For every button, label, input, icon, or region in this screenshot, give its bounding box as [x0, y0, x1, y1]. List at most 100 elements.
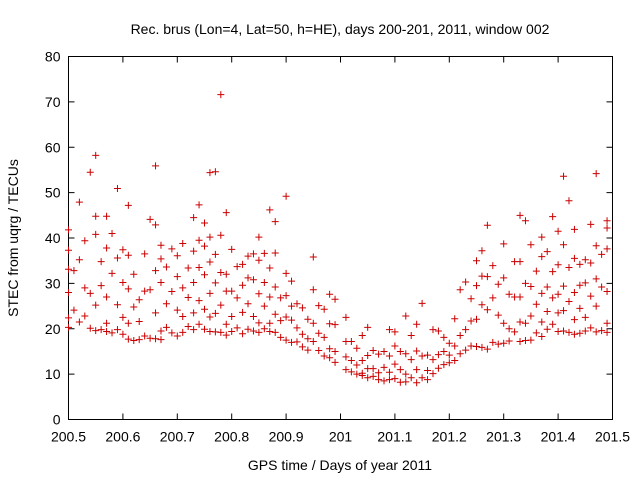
data-point [516, 293, 524, 301]
data-marks [65, 91, 611, 387]
data-point [532, 300, 540, 308]
data-point [244, 252, 252, 260]
data-point [326, 354, 334, 362]
data-point [173, 252, 181, 260]
data-point [483, 306, 491, 314]
data-point [418, 352, 426, 360]
data-point [429, 370, 437, 378]
data-point [92, 327, 100, 335]
data-point [201, 325, 208, 333]
data-point [342, 366, 350, 374]
data-point [103, 319, 111, 327]
data-point [581, 327, 589, 335]
x-axis-label: GPS time / Days of year 2011 [248, 457, 432, 473]
data-point [494, 280, 502, 288]
data-point [113, 301, 121, 309]
data-point [598, 283, 606, 291]
data-point [473, 257, 480, 265]
data-point [538, 233, 546, 241]
data-point [538, 253, 546, 261]
data-point [543, 248, 551, 256]
data-point [201, 305, 208, 313]
data-point [549, 320, 557, 328]
data-point [391, 342, 399, 350]
data-point [364, 374, 372, 382]
data-point [92, 230, 100, 238]
data-point [391, 360, 399, 368]
data-point [565, 263, 573, 271]
data-point [222, 331, 230, 339]
data-point [277, 294, 285, 302]
data-point [86, 168, 94, 176]
data-point [358, 332, 366, 340]
data-point [603, 319, 611, 327]
data-point [434, 327, 442, 335]
data-point [456, 332, 464, 340]
data-point [543, 308, 551, 316]
data-point [255, 319, 263, 327]
data-point [320, 333, 328, 341]
data-point [505, 337, 513, 345]
data-point [298, 330, 306, 338]
data-point [353, 361, 361, 369]
data-point [228, 245, 236, 253]
data-point [424, 376, 432, 384]
data-point [141, 332, 149, 340]
data-point [304, 335, 312, 343]
data-point [81, 237, 89, 245]
data-point [65, 314, 72, 322]
data-point [413, 379, 421, 387]
data-point [538, 332, 546, 340]
data-point [603, 288, 611, 296]
data-point [201, 271, 208, 279]
data-point [190, 326, 198, 334]
data-point [228, 312, 236, 320]
data-point [462, 278, 470, 286]
data-point [549, 294, 557, 302]
data-point [70, 306, 78, 314]
data-point [570, 225, 578, 233]
data-point [380, 377, 388, 385]
data-point [603, 217, 611, 225]
data-point [65, 246, 72, 254]
data-point [342, 313, 350, 321]
data-point [549, 268, 557, 276]
data-point [347, 357, 355, 365]
data-point [434, 364, 442, 372]
data-point [75, 256, 83, 264]
data-point [97, 326, 105, 334]
data-point [380, 363, 388, 371]
data-point [565, 328, 573, 336]
x-tick-label: 200.6 [105, 429, 140, 445]
y-tick-label: 30 [45, 275, 61, 291]
data-point [554, 290, 562, 298]
data-point [369, 372, 377, 380]
data-point [217, 231, 225, 239]
x-tick-label: 201.5 [595, 429, 630, 445]
x-tick-label: 200.7 [160, 429, 195, 445]
data-point [108, 269, 116, 277]
data-point [592, 170, 600, 178]
data-point [146, 286, 154, 294]
data-point [413, 347, 421, 355]
data-point [320, 352, 328, 360]
data-point [249, 276, 257, 284]
data-point [315, 329, 323, 337]
data-point [184, 322, 192, 330]
data-point [239, 260, 247, 268]
data-point [201, 219, 208, 227]
data-point [451, 357, 459, 365]
data-point [429, 326, 437, 334]
data-point [179, 312, 187, 320]
data-point [65, 323, 72, 331]
data-point [402, 378, 410, 386]
data-point [255, 256, 263, 264]
data-point [173, 273, 181, 281]
data-point [119, 278, 127, 286]
data-point [92, 151, 100, 159]
data-point [217, 268, 225, 276]
data-point [570, 316, 578, 324]
data-point [418, 299, 426, 307]
data-point [206, 169, 214, 177]
